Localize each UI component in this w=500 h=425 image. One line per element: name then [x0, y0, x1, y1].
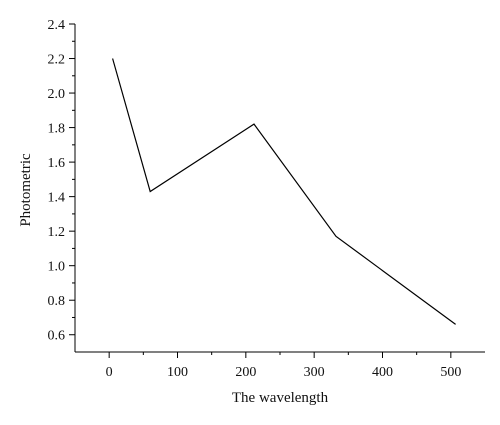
x-axis-title: The wavelength	[232, 390, 329, 406]
y-tick-label: 0.6	[48, 329, 66, 344]
y-tick-label: 2.2	[48, 53, 66, 68]
series-line	[112, 58, 456, 325]
y-tick-label: 1.8	[48, 122, 66, 137]
tick-marks	[69, 23, 452, 358]
y-tick-label: 2.0	[48, 87, 66, 102]
x-tick-label: 400	[372, 365, 393, 380]
series-group	[112, 58, 456, 325]
x-tick-label: 0	[106, 365, 113, 380]
y-tick-label: 2.4	[48, 18, 66, 33]
x-tick-label: 500	[440, 365, 461, 380]
axes	[74, 24, 485, 353]
y-tick-label: 1.4	[48, 191, 66, 206]
x-tick-label: 200	[235, 365, 256, 380]
y-tick-label: 1.6	[48, 156, 66, 171]
y-tick-label: 1.2	[48, 225, 66, 240]
y-axis-title: Photometric	[18, 153, 34, 227]
y-tick-label: 1.0	[48, 260, 66, 275]
x-tick-label: 300	[304, 365, 325, 380]
x-tick-label: 100	[167, 365, 188, 380]
tick-labels: 0 100 200 300 400 500 0.6 0.8 1.0 1.2 1.4 1.6 1.8 2.0…	[48, 18, 462, 380]
y-tick-label: 0.8	[48, 294, 66, 309]
